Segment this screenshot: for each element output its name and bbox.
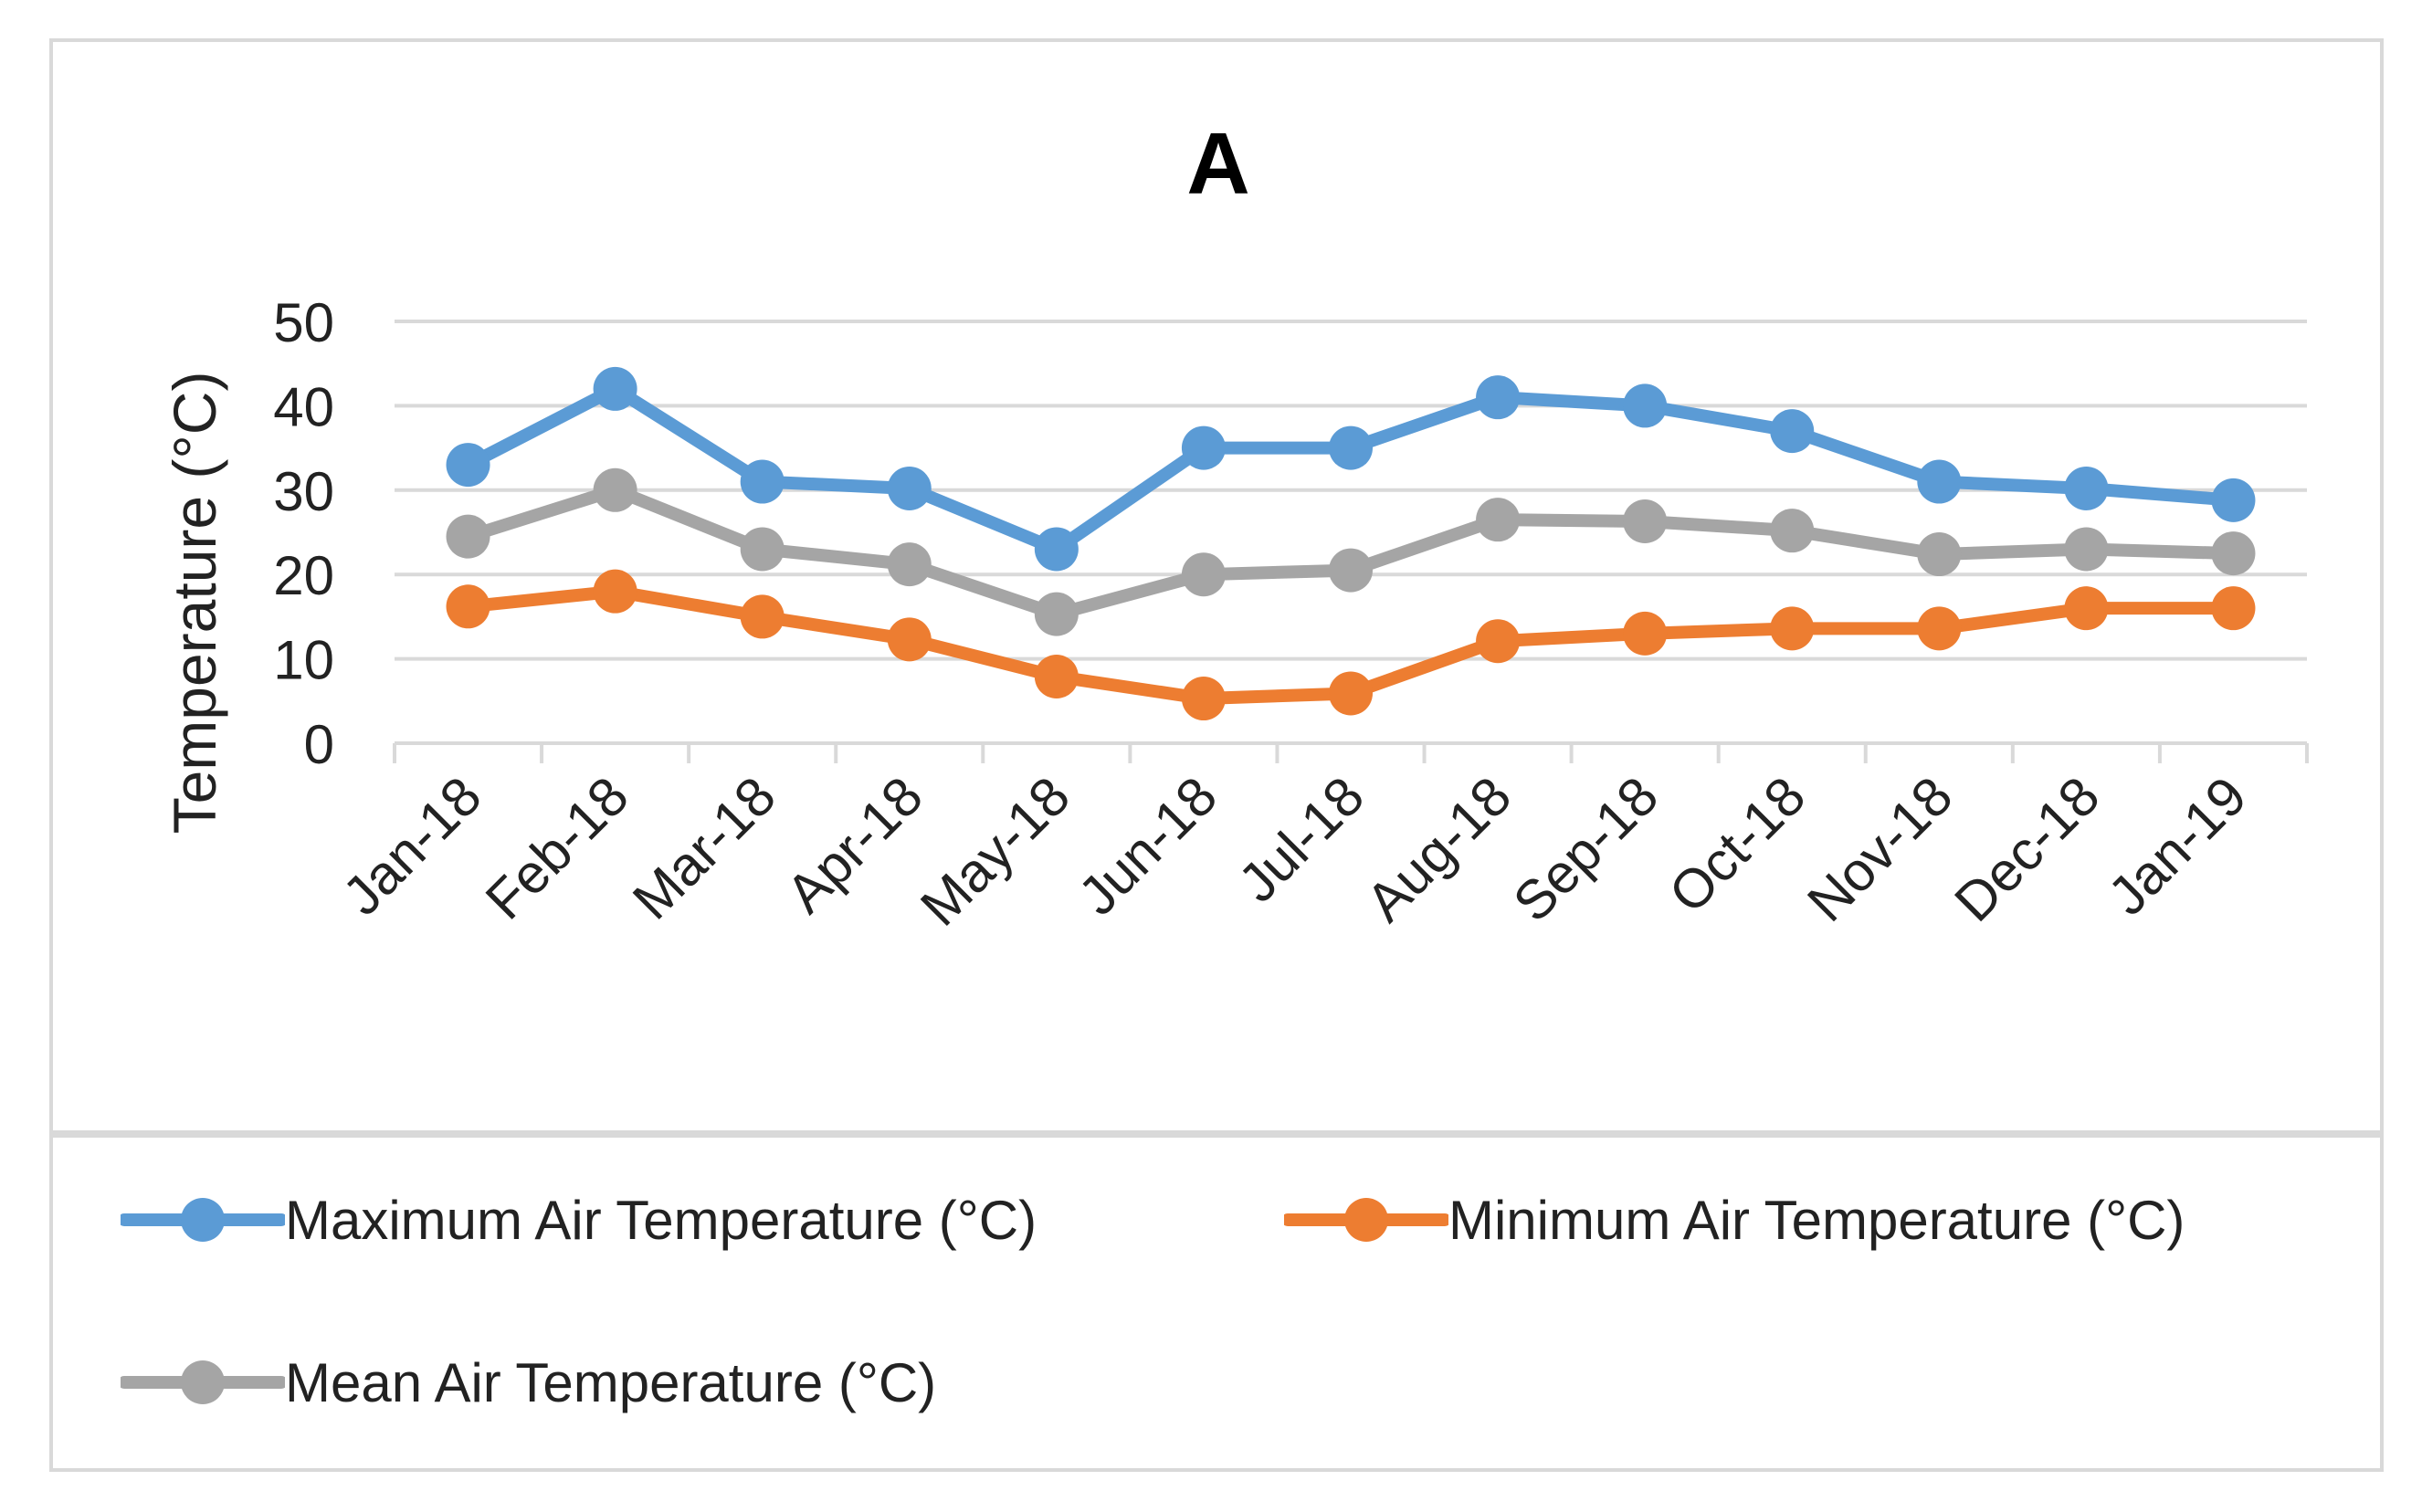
x-tick-label: Nov-18 (1795, 765, 1964, 933)
data-point (1623, 499, 1667, 543)
data-point (888, 617, 932, 661)
data-point (741, 527, 785, 571)
data-point (1035, 655, 1079, 698)
data-point (594, 367, 637, 411)
data-point (1329, 426, 1373, 470)
data-point (1476, 498, 1520, 541)
data-point (741, 594, 785, 638)
data-point (1623, 612, 1667, 656)
data-point (1770, 409, 1814, 453)
data-point (2064, 467, 2108, 510)
x-tick-label: Oct-18 (1658, 765, 1817, 925)
data-point (1035, 593, 1079, 636)
data-point (1917, 532, 1961, 576)
x-tick-label: Jan-18 (332, 765, 493, 927)
data-point (2064, 527, 2108, 571)
chart-title: A (1186, 115, 1249, 213)
data-point (1476, 619, 1520, 663)
y-tick-label: 20 (273, 545, 334, 606)
series-0 (447, 367, 2256, 572)
x-tick-label: Apr-18 (774, 765, 934, 925)
data-point (1182, 426, 1226, 470)
data-point (741, 460, 785, 504)
y-tick-label: 10 (273, 630, 334, 691)
data-point (1182, 552, 1226, 596)
data-point (2211, 478, 2255, 522)
legend-item-minimum: Minimum Air Temperature (°C) (1284, 1183, 2185, 1256)
data-point (1182, 677, 1226, 720)
legend-item-maximum: Maximum Air Temperature (°C) (121, 1183, 1037, 1256)
x-tick-label: Jul-18 (1227, 765, 1375, 914)
data-point (1770, 509, 1814, 552)
data-point (1917, 460, 1961, 504)
legend-item-mean: Mean Air Temperature (°C) (121, 1346, 936, 1419)
legend-label-mean: Mean Air Temperature (°C) (285, 1351, 936, 1414)
x-tick-label: Aug-18 (1354, 765, 1522, 933)
data-point (1329, 549, 1373, 593)
data-point (1035, 527, 1079, 571)
data-point (2064, 586, 2108, 630)
data-point (888, 467, 932, 510)
x-tick-label: Sep-18 (1501, 765, 1669, 933)
data-point (2211, 531, 2255, 575)
x-tick-label: May-18 (909, 765, 1081, 938)
legend-swatch-minimum (1284, 1183, 1448, 1256)
y-tick-label: 30 (273, 461, 334, 522)
x-tick-label: Dec-18 (1943, 765, 2111, 933)
y-tick-label: 40 (273, 376, 334, 437)
data-point (447, 584, 490, 628)
y-axis: 0 10 20 30 40 50 (273, 292, 334, 775)
data-point (447, 515, 490, 559)
x-tick-label: Mar-18 (621, 765, 787, 931)
data-point (888, 542, 932, 586)
legend-label-maximum: Maximum Air Temperature (°C) (285, 1189, 1037, 1252)
y-tick-label: 0 (304, 714, 334, 775)
x-tick-label: Jun-18 (1067, 765, 1228, 927)
data-point (1917, 606, 1961, 650)
series-lines (447, 367, 2256, 720)
data-point (1770, 606, 1814, 650)
data-point (1623, 383, 1667, 427)
data-point (2211, 586, 2255, 630)
y-tick-label: 50 (273, 292, 334, 353)
data-point (594, 468, 637, 512)
line-chart: A Temperature (°C) 0 10 20 30 40 50 Jan-18Feb… (0, 0, 2422, 1512)
data-point (594, 570, 637, 614)
legend-label-minimum: Minimum Air Temperature (°C) (1448, 1189, 2185, 1252)
data-point (447, 443, 490, 487)
x-axis (395, 743, 2307, 763)
x-tick-label: Feb-18 (474, 765, 640, 931)
x-tick-label: Jan-19 (2097, 765, 2259, 927)
data-point (1476, 375, 1520, 419)
x-tick-labels: Jan-18Feb-18Mar-18Apr-18May-18Jun-18Jul-… (332, 765, 2259, 938)
legend-swatch-mean (121, 1346, 285, 1419)
data-point (1329, 671, 1373, 715)
legend-swatch-maximum (121, 1183, 285, 1256)
y-axis-label: Temperature (°C) (161, 372, 228, 835)
